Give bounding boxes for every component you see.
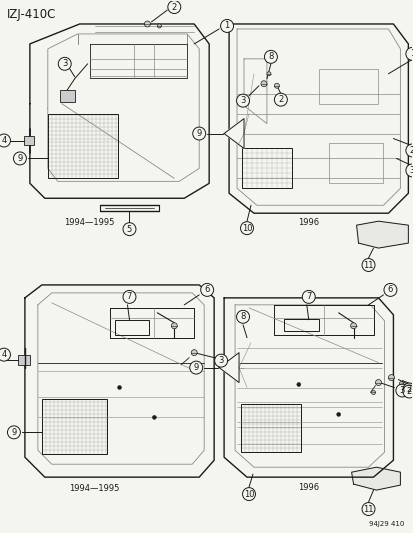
Polygon shape <box>223 119 243 149</box>
Polygon shape <box>218 353 238 383</box>
Text: 4: 4 <box>1 136 7 145</box>
Polygon shape <box>356 221 407 248</box>
Circle shape <box>191 350 197 356</box>
Text: 11: 11 <box>362 261 373 270</box>
Circle shape <box>387 375 394 381</box>
Circle shape <box>336 413 340 416</box>
Circle shape <box>361 503 374 515</box>
Text: 1996: 1996 <box>297 483 318 492</box>
Circle shape <box>117 385 121 390</box>
Circle shape <box>157 24 161 28</box>
Circle shape <box>167 1 180 13</box>
Bar <box>42 399 106 454</box>
Bar <box>47 114 117 179</box>
Text: 2: 2 <box>171 3 176 12</box>
Text: 9: 9 <box>196 129 202 138</box>
Bar <box>318 69 377 103</box>
Bar <box>328 143 382 183</box>
Circle shape <box>0 134 10 147</box>
Text: 3: 3 <box>62 59 67 68</box>
Text: 7: 7 <box>126 293 132 301</box>
Text: 9: 9 <box>11 428 17 437</box>
Circle shape <box>152 415 156 419</box>
Text: 94J29 410: 94J29 410 <box>368 521 404 527</box>
Circle shape <box>383 284 396 296</box>
Circle shape <box>405 47 413 60</box>
Circle shape <box>405 164 413 177</box>
Circle shape <box>395 384 408 397</box>
Circle shape <box>361 259 374 271</box>
Circle shape <box>192 127 205 140</box>
Bar <box>18 354 30 365</box>
Circle shape <box>236 94 249 107</box>
Text: 11: 11 <box>362 505 373 513</box>
Circle shape <box>123 223 135 236</box>
Circle shape <box>242 488 255 500</box>
Circle shape <box>58 58 71 70</box>
Text: 6: 6 <box>204 285 209 294</box>
Bar <box>24 135 34 146</box>
Text: 7: 7 <box>305 293 311 301</box>
Circle shape <box>296 383 300 386</box>
Circle shape <box>301 290 314 303</box>
Circle shape <box>214 354 227 367</box>
Text: 2: 2 <box>278 95 283 104</box>
Text: 3: 3 <box>240 96 245 105</box>
Text: 3: 3 <box>399 386 404 395</box>
Circle shape <box>370 391 375 394</box>
Polygon shape <box>351 467 399 490</box>
Bar <box>242 149 291 188</box>
Circle shape <box>405 144 413 157</box>
Text: 2: 2 <box>406 387 411 396</box>
Circle shape <box>200 284 213 296</box>
Circle shape <box>260 80 266 87</box>
Circle shape <box>220 20 233 33</box>
Circle shape <box>236 310 249 324</box>
Text: 2: 2 <box>409 146 413 155</box>
Circle shape <box>402 383 413 396</box>
Text: 9: 9 <box>193 363 198 372</box>
Circle shape <box>123 290 135 303</box>
Text: 1994—1995: 1994—1995 <box>64 218 114 227</box>
Text: 6: 6 <box>387 285 392 294</box>
Circle shape <box>266 72 270 76</box>
Circle shape <box>240 222 253 235</box>
Circle shape <box>274 83 279 88</box>
Circle shape <box>13 152 26 165</box>
Bar <box>114 320 149 335</box>
Bar <box>283 319 318 331</box>
Circle shape <box>171 323 177 329</box>
Text: 2: 2 <box>406 385 411 394</box>
Circle shape <box>189 361 202 374</box>
Text: 5: 5 <box>126 224 132 233</box>
Circle shape <box>402 385 413 398</box>
Text: 8: 8 <box>268 52 273 61</box>
Text: 3: 3 <box>218 356 223 365</box>
Bar <box>59 90 74 102</box>
Circle shape <box>399 382 402 385</box>
Circle shape <box>274 93 287 106</box>
Circle shape <box>350 323 356 329</box>
Text: 9: 9 <box>17 154 22 163</box>
Circle shape <box>7 426 20 439</box>
Circle shape <box>375 379 380 385</box>
Circle shape <box>264 50 277 63</box>
Text: 10: 10 <box>241 224 252 232</box>
Text: 8: 8 <box>240 312 245 321</box>
Text: 4: 4 <box>1 350 7 359</box>
Text: 1994—1995: 1994—1995 <box>69 484 119 493</box>
Bar <box>240 405 300 453</box>
Text: 10: 10 <box>243 490 254 498</box>
Text: IZJ-410C: IZJ-410C <box>7 8 56 21</box>
Circle shape <box>144 21 150 27</box>
Text: 1996: 1996 <box>297 218 318 227</box>
Circle shape <box>0 348 10 361</box>
Text: 1: 1 <box>224 21 229 30</box>
Text: 3: 3 <box>409 166 413 175</box>
Text: 1: 1 <box>409 50 413 58</box>
